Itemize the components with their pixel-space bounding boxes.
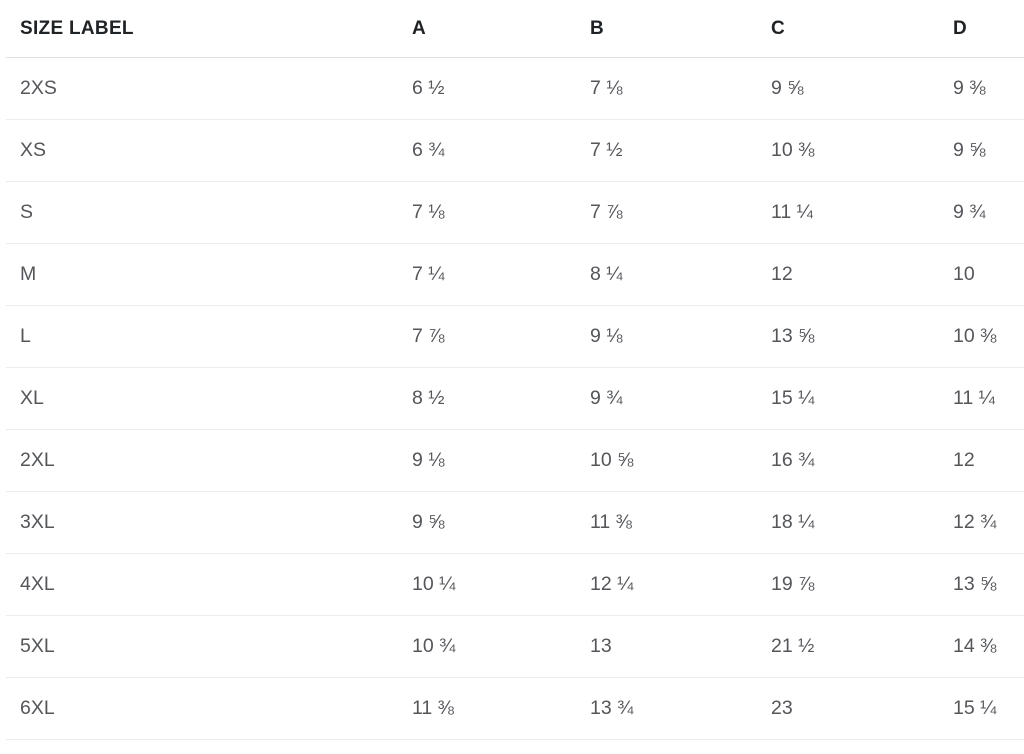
table-row: 5XL 10 ¾ 13 21 ½ 14 ⅜ xyxy=(6,615,1024,678)
cell-measurement-d: 9 ⅝ xyxy=(953,119,1024,182)
row-size-label: L xyxy=(6,305,412,368)
cell-measurement-c: 9 ⅝ xyxy=(771,57,953,120)
row-size-label: 5XL xyxy=(6,615,412,678)
cell-measurement-b: 7 ½ xyxy=(590,119,771,182)
cell-measurement-d: 11 ¼ xyxy=(953,367,1024,430)
cell-measurement-b: 8 ¼ xyxy=(590,243,771,306)
cell-measurement-c: 23 xyxy=(771,677,953,740)
cell-measurement-b: 13 ¾ xyxy=(590,677,771,740)
cell-measurement-a: 7 ⅞ xyxy=(412,305,590,368)
cell-measurement-b: 7 ⅞ xyxy=(590,181,771,244)
cell-measurement-b: 7 ⅛ xyxy=(590,57,771,120)
table-row: 3XL 9 ⅝ 11 ⅜ 18 ¼ 12 ¾ xyxy=(6,491,1024,554)
cell-measurement-a: 10 ¼ xyxy=(412,553,590,616)
cell-measurement-a: 9 ⅝ xyxy=(412,491,590,554)
cell-measurement-a: 9 ⅛ xyxy=(412,429,590,492)
cell-measurement-c: 11 ¼ xyxy=(771,181,953,244)
cell-measurement-a: 11 ⅜ xyxy=(412,677,590,740)
cell-measurement-a: 6 ½ xyxy=(412,57,590,120)
row-size-label: S xyxy=(6,181,412,244)
cell-measurement-c: 13 ⅝ xyxy=(771,305,953,368)
cell-measurement-a: 8 ½ xyxy=(412,367,590,430)
cell-measurement-c: 10 ⅜ xyxy=(771,119,953,182)
cell-measurement-b: 9 ⅛ xyxy=(590,305,771,368)
column-header-size-label: SIZE LABEL xyxy=(6,0,412,58)
cell-measurement-d: 10 xyxy=(953,243,1024,306)
cell-measurement-d: 12 ¾ xyxy=(953,491,1024,554)
column-header-a: A xyxy=(412,0,590,58)
row-size-label: 3XL xyxy=(6,491,412,554)
cell-measurement-a: 6 ¾ xyxy=(412,119,590,182)
row-size-label: 6XL xyxy=(6,677,412,740)
cell-measurement-a: 7 ¼ xyxy=(412,243,590,306)
cell-measurement-c: 15 ¼ xyxy=(771,367,953,430)
cell-measurement-d: 14 ⅜ xyxy=(953,615,1024,678)
cell-measurement-b: 13 xyxy=(590,615,771,678)
cell-measurement-d: 9 ⅜ xyxy=(953,57,1024,120)
row-size-label: XS xyxy=(6,119,412,182)
row-size-label: 4XL xyxy=(6,553,412,616)
cell-measurement-d: 13 ⅝ xyxy=(953,553,1024,616)
row-size-label: XL xyxy=(6,367,412,430)
column-header-c: C xyxy=(771,0,953,58)
cell-measurement-d: 10 ⅜ xyxy=(953,305,1024,368)
cell-measurement-c: 16 ¾ xyxy=(771,429,953,492)
cell-measurement-a: 7 ⅛ xyxy=(412,181,590,244)
cell-measurement-d: 9 ¾ xyxy=(953,181,1024,244)
cell-measurement-c: 12 xyxy=(771,243,953,306)
column-header-b: B xyxy=(590,0,771,58)
cell-measurement-b: 11 ⅜ xyxy=(590,491,771,554)
cell-measurement-b: 9 ¾ xyxy=(590,367,771,430)
table-row: 4XL 10 ¼ 12 ¼ 19 ⅞ 13 ⅝ xyxy=(6,553,1024,616)
cell-measurement-c: 19 ⅞ xyxy=(771,553,953,616)
cell-measurement-b: 12 ¼ xyxy=(590,553,771,616)
cell-measurement-b: 10 ⅝ xyxy=(590,429,771,492)
column-header-d: D xyxy=(953,0,1024,58)
row-size-label: 2XS xyxy=(6,57,412,120)
table-row: 2XL 9 ⅛ 10 ⅝ 16 ¾ 12 xyxy=(6,429,1024,492)
cell-measurement-c: 21 ½ xyxy=(771,615,953,678)
cell-measurement-a: 10 ¾ xyxy=(412,615,590,678)
table-row: 6XL 11 ⅜ 13 ¾ 23 15 ¼ xyxy=(6,677,1024,740)
row-size-label: M xyxy=(6,243,412,306)
cell-measurement-c: 18 ¼ xyxy=(771,491,953,554)
cell-measurement-d: 12 xyxy=(953,429,1024,492)
table-header: SIZE LABEL A B C D xyxy=(6,0,1024,58)
cell-measurement-d: 15 ¼ xyxy=(953,677,1024,740)
header-row: SIZE LABEL A B C D xyxy=(6,0,1024,58)
row-size-label: 2XL xyxy=(6,429,412,492)
